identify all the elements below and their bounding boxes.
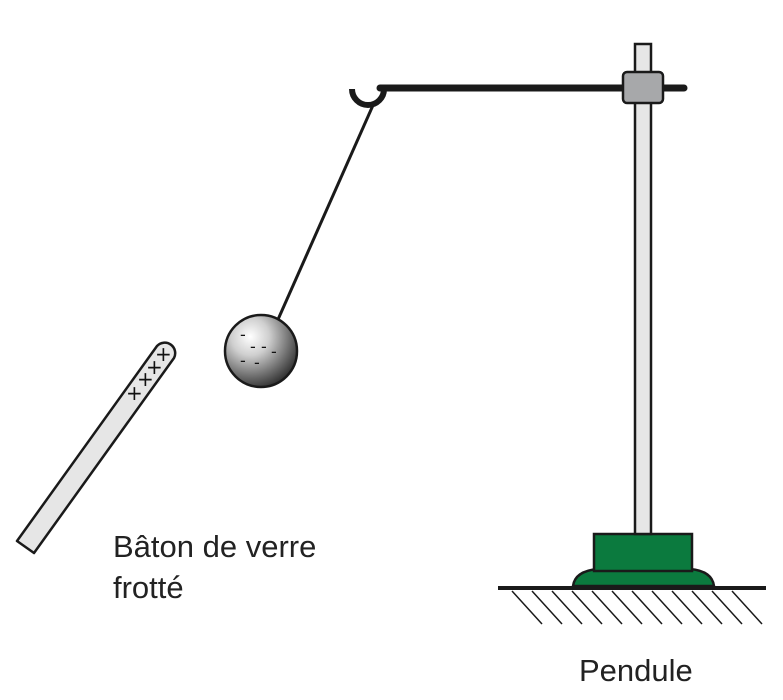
rod-label-line1: Bâton de verre xyxy=(113,529,316,564)
rod-charge: + xyxy=(126,381,143,405)
stand-base xyxy=(571,532,716,588)
ground-hatching xyxy=(511,590,763,625)
pendulum-label: Pendule xyxy=(579,653,693,688)
ball-charge: - xyxy=(271,342,277,361)
rod-charges: + + + + xyxy=(126,342,172,405)
ball-charge: - xyxy=(254,353,260,372)
glass-rod-body xyxy=(15,341,177,555)
arm-hook xyxy=(349,88,387,108)
rod-charge: + xyxy=(137,367,154,391)
rod-label-line2: frotté xyxy=(113,570,184,605)
rod-charge: + xyxy=(155,342,172,366)
glass-rod: + + + + xyxy=(15,341,177,555)
stand-pole xyxy=(633,42,653,536)
ball-charge: - xyxy=(240,325,246,344)
ball-charges: - - - - - - xyxy=(240,325,277,372)
ball-charge: - xyxy=(240,351,246,370)
ground xyxy=(498,586,766,625)
ball-charge: - xyxy=(250,337,256,356)
pendulum-ball xyxy=(223,313,299,389)
ball-charge: - xyxy=(261,337,267,356)
stand-base-block xyxy=(592,532,694,573)
pendulum-string xyxy=(274,102,376,325)
stand-clamp xyxy=(621,70,665,105)
rod-charge: + xyxy=(146,355,163,379)
